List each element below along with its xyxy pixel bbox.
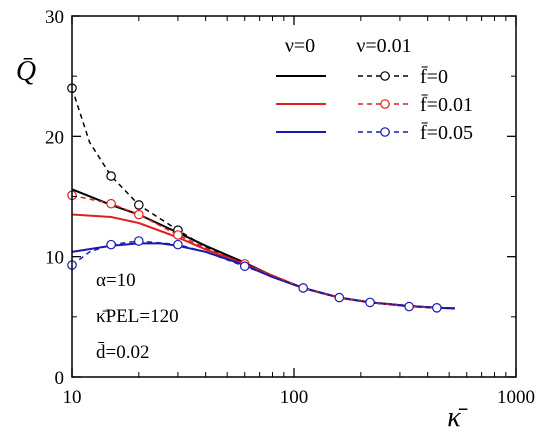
point-4-1 [106,198,116,209]
x-tick-label: 1000 [497,387,535,408]
y-tick-label: 20 [45,127,64,148]
point-5-5 [298,283,308,293]
series-1 [71,213,455,310]
series-line-1 [71,213,455,310]
legend-header-nu001: ν=0.01 [356,35,411,57]
point-5-8 [404,301,414,312]
legend: ν=0 ν=0.01 f̄=0 f̄=0.01 f̄=0.05 [276,35,473,144]
point-3-1 [106,171,116,181]
legend-marker-0 [380,71,390,81]
legend-marker-1 [380,99,390,109]
series-5 [67,236,442,313]
legend-row-label-0: f̄=0 [420,65,448,88]
y-tick-label: 0 [55,368,65,389]
legend-row-label-2: f̄=0.05 [420,121,473,144]
legend-marker-2 [380,127,390,137]
point-3-2 [134,200,144,210]
annotations: α=10 κ̄PEL=120 d̄=0.02 [96,270,179,363]
x-axis-title: κ̄ [447,402,467,433]
point-5-4 [239,261,250,272]
y-tick-label: 30 [45,7,64,28]
series-4 [67,190,437,309]
x-tick-label: 100 [280,387,309,408]
annotation-0: α=10 [96,270,136,291]
series-layer [67,83,455,313]
annotation-2: d̄=0.02 [96,342,149,363]
y-axis-title: Q̄ [16,56,36,87]
annotation-1: κ̄PEL=120 [96,306,179,327]
legend-row-label-1: f̄=0.01 [420,93,473,116]
point-5-7 [365,297,375,308]
x-tick-label: 10 [63,387,82,408]
point-5-1 [106,239,116,250]
point-5-9 [432,303,442,313]
point-5-2 [134,236,144,246]
point-4-3 [173,230,183,240]
point-4-2 [134,209,144,220]
y-tick-label: 10 [45,248,64,269]
legend-header-nu0: ν=0 [285,35,315,57]
point-5-6 [334,292,345,303]
point-5-3 [173,239,183,250]
